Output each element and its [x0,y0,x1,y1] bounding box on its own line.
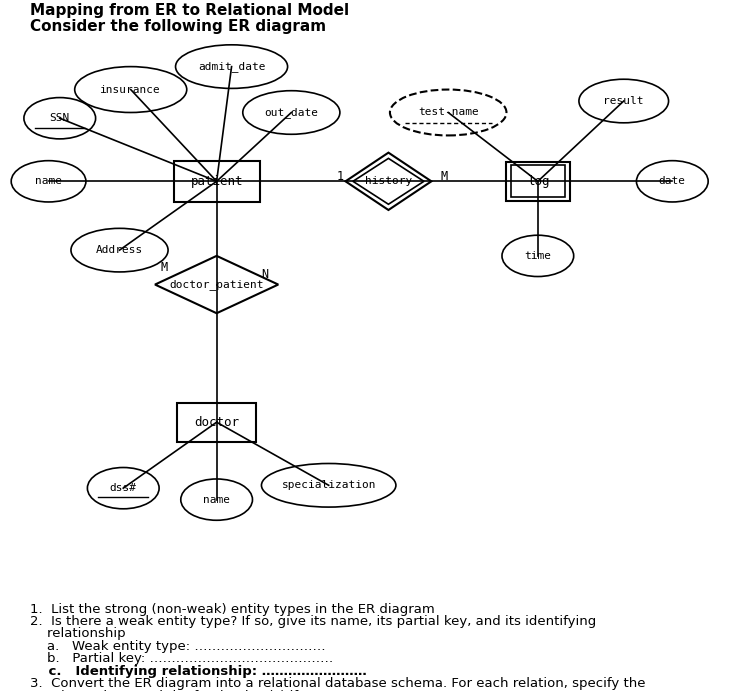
Text: M: M [441,170,448,183]
Text: c.   Identifying relationship: ……………………: c. Identifying relationship: …………………… [30,665,367,678]
Text: out_date: out_date [264,107,318,118]
Text: relationship: relationship [30,627,125,641]
Text: test-name: test-name [418,108,479,117]
Text: doctor_patient: doctor_patient [170,279,264,290]
Text: time: time [524,251,551,261]
Text: b.   Partial key: ……………………………………: b. Partial key: …………………………………… [30,652,333,665]
Text: insurance: insurance [100,84,161,95]
Text: Consider the following ER diagram: Consider the following ER diagram [30,19,326,35]
Text: N: N [261,267,269,281]
Text: admit_date: admit_date [198,61,265,72]
Text: Mapping from ER to Relational Model: Mapping from ER to Relational Model [30,3,349,19]
Text: 3.  Convert the ER diagram into a relational database schema. For each relation,: 3. Convert the ER diagram into a relatio… [30,677,645,690]
Text: history: history [365,176,412,187]
Bar [178,403,255,442]
Text: doctor: doctor [194,416,239,428]
Text: patient: patient [190,175,243,188]
Text: 1: 1 [336,170,344,183]
Text: primary keys and the foreign key(s) if any: primary keys and the foreign key(s) if a… [30,690,326,691]
Text: name: name [35,176,62,187]
Text: SSN: SSN [49,113,70,123]
Text: 1.  List the strong (non-weak) entity types in the ER diagram: 1. List the strong (non-weak) entity typ… [30,603,435,616]
Text: log: log [527,175,549,188]
Bar [506,162,569,201]
Text: specialization: specialization [282,480,376,491]
Text: name: name [203,495,230,504]
Text: M: M [161,261,168,274]
Text: 2.  Is there a weak entity type? If so, give its name, its partial key, and its : 2. Is there a weak entity type? If so, g… [30,615,596,628]
Text: a.   Weak entity type: …………………………: a. Weak entity type: ………………………… [30,640,326,653]
Bar [173,161,260,202]
Text: result: result [604,96,644,106]
Text: dss#: dss# [110,483,137,493]
Text: date: date [659,176,686,187]
Text: Address: Address [96,245,143,255]
Bar [511,165,565,198]
